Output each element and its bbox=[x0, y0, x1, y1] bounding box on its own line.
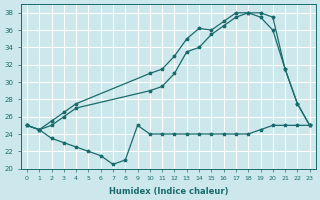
X-axis label: Humidex (Indice chaleur): Humidex (Indice chaleur) bbox=[108, 187, 228, 196]
